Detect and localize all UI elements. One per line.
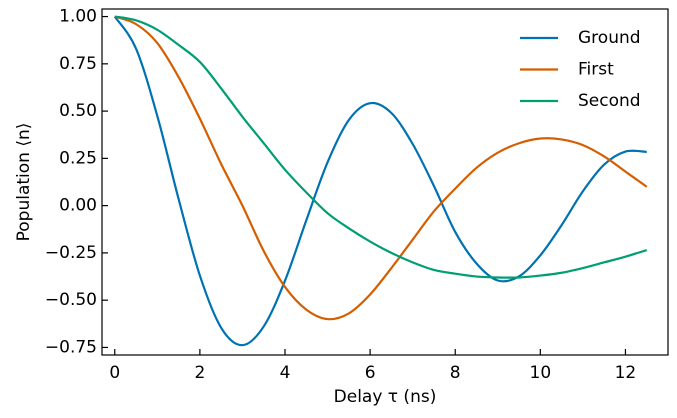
series-line	[113, 15, 647, 347]
series-line	[114, 15, 648, 279]
y-tick-label: 0.25	[59, 148, 97, 168]
y-tick-label: −0.50	[45, 290, 97, 310]
x-tick-label: 4	[280, 363, 291, 383]
y-axis-label: Population ⟨n⟩	[14, 123, 34, 242]
x-tick-label: 6	[365, 363, 376, 383]
x-tick-label: 10	[530, 363, 552, 383]
x-axis-label: Delay τ (ns)	[334, 387, 437, 407]
x-tick-label: 12	[615, 363, 637, 383]
x-tick-label: 0	[109, 363, 120, 383]
plot-frame	[101, 8, 669, 356]
y-tick-label: −0.75	[45, 337, 97, 357]
y-tick-label: 1.00	[59, 7, 97, 27]
legend-label: First	[578, 60, 614, 80]
series-line	[114, 15, 648, 321]
legend-label: Ground	[578, 28, 641, 48]
x-tick-label: 2	[194, 363, 205, 383]
y-tick-label: −0.25	[45, 243, 97, 263]
y-tick-label: 0.00	[59, 196, 97, 216]
legend-label: Second	[578, 91, 641, 111]
y-tick-label: 0.50	[59, 101, 97, 121]
y-tick-label: 0.75	[59, 54, 97, 74]
x-tick-label: 8	[450, 363, 461, 383]
